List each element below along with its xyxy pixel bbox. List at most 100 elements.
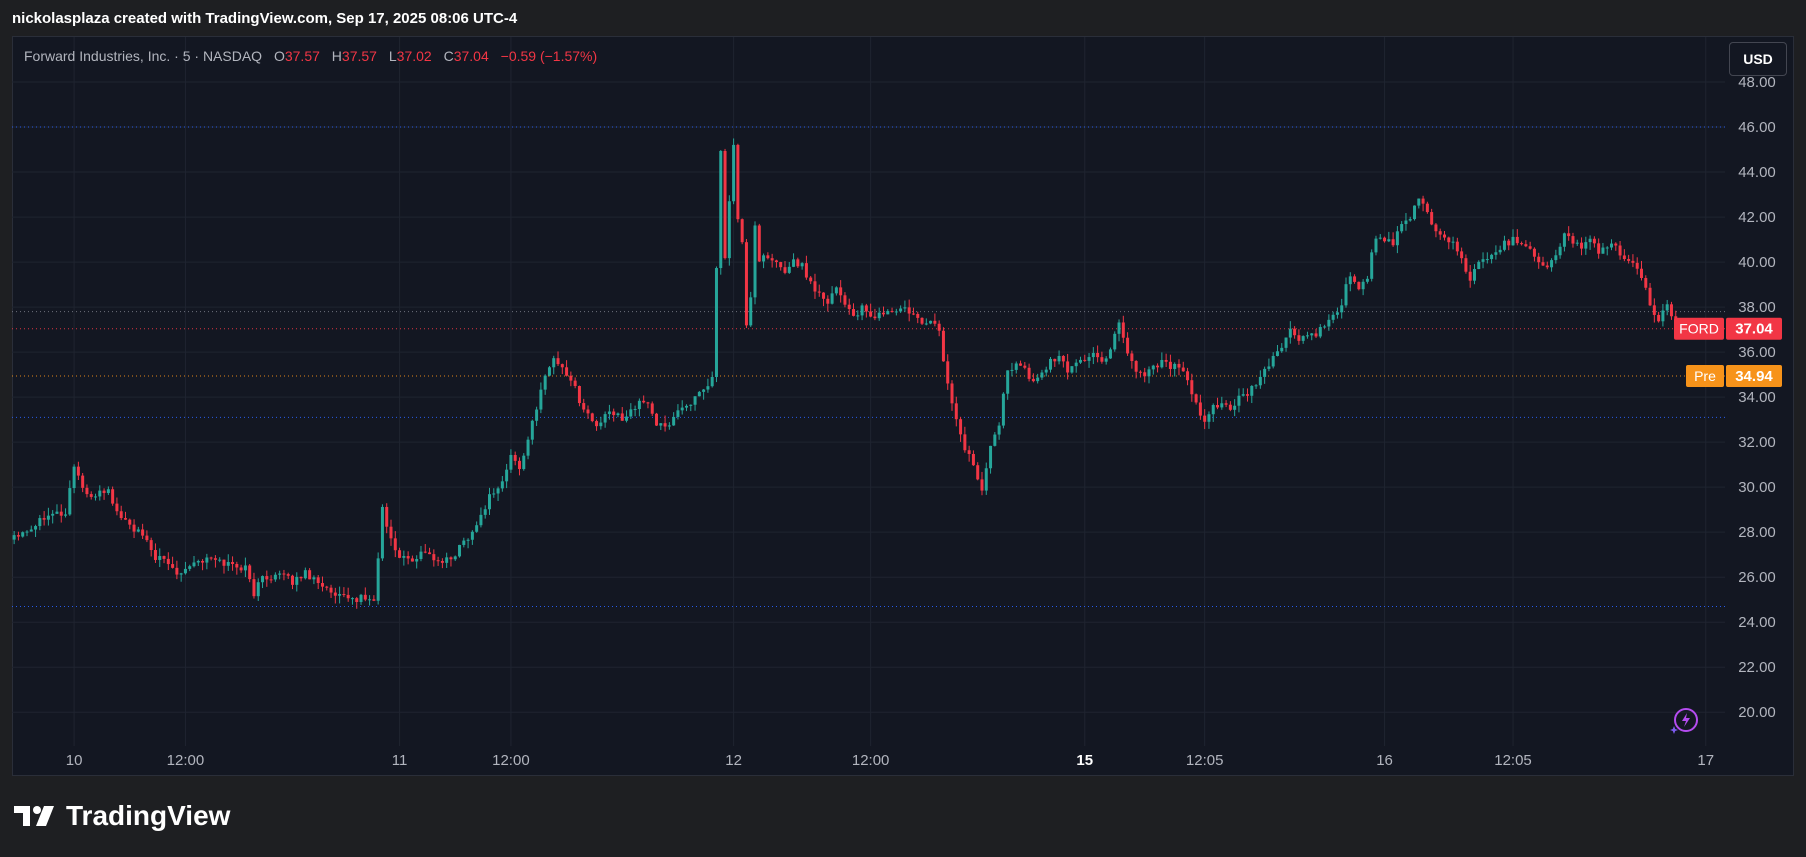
candle-body xyxy=(710,377,714,387)
candle-body xyxy=(911,313,915,315)
candle-body xyxy=(505,469,509,482)
candle-body xyxy=(1318,327,1322,337)
candle-body xyxy=(72,466,76,489)
candle-body xyxy=(1049,358,1053,370)
candle-body xyxy=(136,529,140,532)
candle-body xyxy=(265,576,269,580)
tradingview-brand[interactable]: TradingView xyxy=(14,800,230,832)
candle-body xyxy=(1100,357,1104,362)
y-tick-label: 42.00 xyxy=(1738,209,1776,226)
candle-body xyxy=(171,564,175,568)
candle-body xyxy=(1241,394,1245,396)
candle-body xyxy=(869,311,873,317)
legend-close-value: 37.04 xyxy=(453,48,489,64)
candle-body xyxy=(804,263,808,278)
candle-body xyxy=(1220,403,1224,408)
candle-body xyxy=(1250,386,1254,396)
candle-body xyxy=(779,262,783,268)
sparkle-lightning-icon[interactable] xyxy=(1668,706,1700,738)
candle-body xyxy=(1408,219,1412,221)
candle-body xyxy=(1190,380,1194,395)
candle-body xyxy=(162,556,166,559)
candle-body xyxy=(320,583,324,587)
candle-body xyxy=(1584,242,1588,249)
candle-body xyxy=(830,293,834,304)
candle-body xyxy=(64,514,68,516)
brand-name: TradingView xyxy=(66,800,231,831)
candle-body xyxy=(231,562,235,564)
candle-body xyxy=(1078,359,1082,363)
candle-body xyxy=(1096,352,1100,358)
candle-body xyxy=(1580,242,1584,249)
candle-body xyxy=(1498,249,1502,253)
candle-body xyxy=(813,281,817,292)
candle-body xyxy=(1301,336,1305,341)
candle-body xyxy=(25,531,29,533)
candle-body xyxy=(1143,372,1147,377)
candle-body xyxy=(612,411,616,416)
candle-body xyxy=(1562,233,1566,247)
candle-body xyxy=(1644,277,1648,288)
candle-body xyxy=(1198,402,1202,416)
candle-body xyxy=(924,323,928,325)
candle-body xyxy=(1571,236,1575,244)
candle-body xyxy=(115,503,119,512)
candle-body xyxy=(1430,212,1434,225)
candle-body xyxy=(188,566,192,569)
candle-body xyxy=(864,305,868,312)
candle-body xyxy=(1554,255,1558,261)
candle-body xyxy=(822,292,826,299)
candle-body xyxy=(1532,248,1536,257)
candle-body xyxy=(1216,404,1220,408)
candle-body xyxy=(1520,243,1524,245)
candle-body xyxy=(175,567,179,575)
candle-body xyxy=(1074,362,1078,367)
candle-body xyxy=(393,538,397,551)
candle-body xyxy=(792,259,796,267)
candle-body xyxy=(762,255,766,262)
y-tick-label: 22.00 xyxy=(1738,659,1776,676)
candle-body xyxy=(539,389,543,410)
candle-body xyxy=(693,396,697,405)
candle-body xyxy=(153,550,157,560)
candle-body xyxy=(1421,198,1425,204)
candle-body xyxy=(899,308,903,312)
candle-body xyxy=(16,535,20,537)
currency-button[interactable]: USD xyxy=(1729,42,1787,76)
candle-body xyxy=(149,540,153,551)
candle-body xyxy=(684,405,688,408)
candle-body xyxy=(1263,368,1267,377)
candle-body xyxy=(42,518,46,520)
candle-body xyxy=(749,297,753,326)
price-label-name: Pre xyxy=(1694,368,1716,384)
candle-body xyxy=(1592,238,1596,244)
candle-body xyxy=(642,400,646,403)
candle-body xyxy=(1370,252,1374,279)
candle-body xyxy=(1455,241,1459,252)
candle-body xyxy=(1070,366,1074,373)
candle-body xyxy=(757,225,761,262)
candle-body xyxy=(903,307,907,309)
candle-body xyxy=(856,315,860,317)
candle-body xyxy=(530,420,534,440)
candle-body xyxy=(132,524,136,532)
candle-body xyxy=(513,454,517,461)
candle-body xyxy=(111,489,115,504)
candle-body xyxy=(1477,261,1481,270)
candle-body xyxy=(1327,319,1331,327)
candle-body xyxy=(719,150,723,269)
candle-body xyxy=(1404,220,1408,225)
legend-low-value: 37.02 xyxy=(396,48,432,64)
candle-body xyxy=(1254,385,1258,387)
candle-body xyxy=(423,551,427,553)
candle-body xyxy=(1614,243,1618,246)
candle-body xyxy=(355,598,359,602)
candle-body xyxy=(535,409,539,421)
candle-body xyxy=(1061,355,1065,362)
candle-body xyxy=(1027,367,1031,379)
candle-body xyxy=(1053,358,1057,362)
chart-frame[interactable] xyxy=(12,36,1794,776)
x-tick-label: 12:00 xyxy=(492,752,530,769)
symbol-legend: Forward Industries, Inc. · 5 · NASDAQ O3… xyxy=(24,48,597,64)
